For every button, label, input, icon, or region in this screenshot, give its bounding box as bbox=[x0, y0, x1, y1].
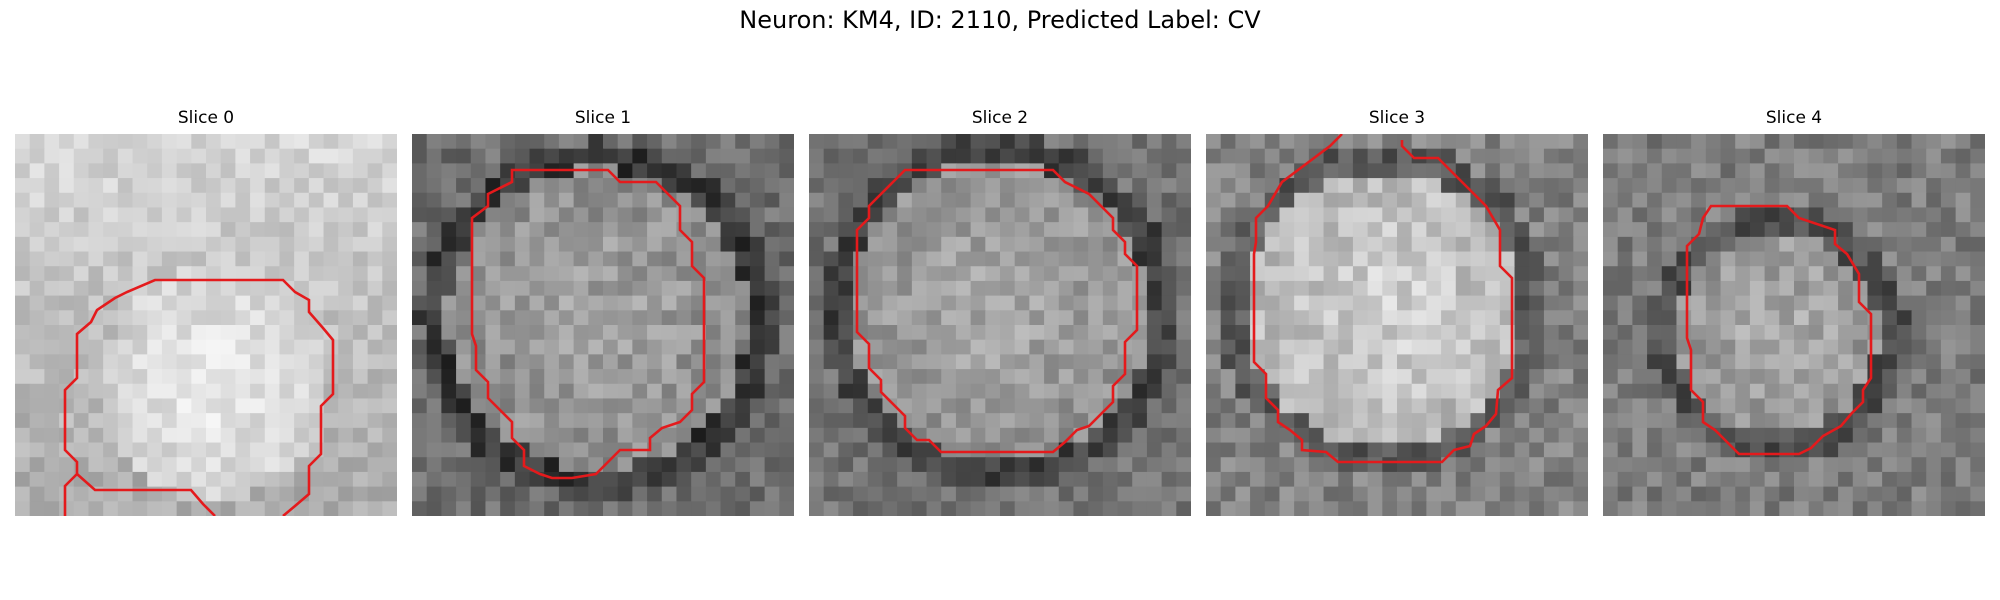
slice-title-4: Slice 4 bbox=[1765, 108, 1823, 128]
slice-panel-2: Slice 2 bbox=[809, 108, 1191, 516]
slice-image-1 bbox=[412, 134, 794, 516]
segmentation-contour-4 bbox=[1685, 204, 1873, 456]
slice-title-3: Slice 3 bbox=[1368, 108, 1426, 128]
segmentation-contour-0b bbox=[76, 473, 216, 516]
segmentation-contour-0 bbox=[63, 278, 335, 516]
slice-title-1: Slice 1 bbox=[574, 108, 632, 128]
slice-title-2: Slice 2 bbox=[971, 108, 1029, 128]
figure-title: Neuron: KM4, ID: 2110, Predicted Label: … bbox=[739, 6, 1261, 34]
slice-image-3 bbox=[1206, 134, 1588, 516]
slice-panel-3: Slice 3 bbox=[1206, 108, 1588, 516]
slice-title-0: Slice 0 bbox=[177, 108, 235, 128]
slice-image-4 bbox=[1603, 134, 1985, 516]
slice-panel-4: Slice 4 bbox=[1603, 108, 1985, 516]
slice-image-0 bbox=[15, 134, 397, 516]
segmentation-contour-3 bbox=[1252, 134, 1514, 464]
segmentation-contour-2 bbox=[855, 168, 1139, 454]
slice-panel-0: Slice 0 bbox=[15, 108, 397, 516]
slice-panel-1: Slice 1 bbox=[412, 108, 794, 516]
slice-image-2 bbox=[809, 134, 1191, 516]
segmentation-contour-1 bbox=[470, 168, 706, 480]
